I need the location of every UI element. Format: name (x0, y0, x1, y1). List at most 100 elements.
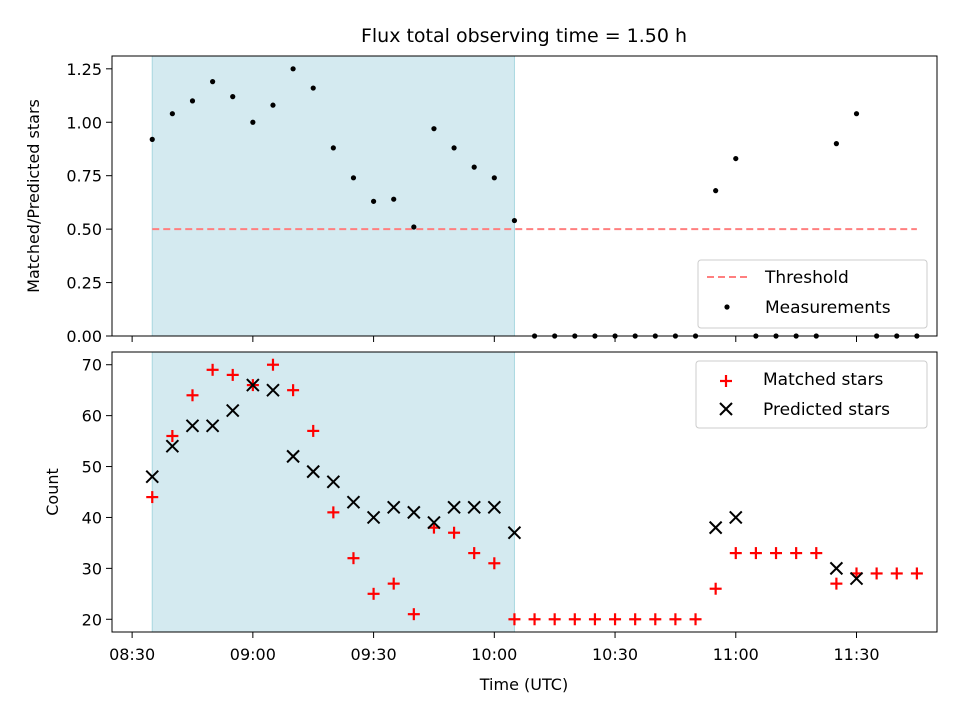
x-tick-label: 10:00 (471, 645, 517, 664)
matched-stars-point (870, 567, 883, 580)
measurement-point (330, 145, 336, 151)
predicted-stars-point (708, 520, 723, 535)
matched-stars-point (790, 547, 803, 560)
measurement-point (250, 119, 256, 125)
matched-stars-point (649, 613, 662, 626)
predicted-stars-point (286, 449, 300, 464)
matched-stars-point (629, 613, 642, 626)
predicted-legend-swatch (719, 402, 733, 416)
matched-stars-point (508, 613, 521, 626)
predicted-stars-point (145, 470, 159, 484)
observing-window-shade (151, 351, 515, 633)
count-panel: 20 30 40 50 60 70 08:30 09:00 09:30 10:00 10:30 11… (43, 351, 938, 694)
ratio-y-axis-label: Matched/Predicted stars (24, 99, 43, 293)
matched-stars-point (669, 613, 682, 626)
matched-stars-point (810, 547, 823, 560)
matched-stars-point (287, 384, 300, 397)
y-tick-label: 30 (82, 559, 102, 578)
measurement-point (290, 66, 296, 72)
matched-stars-point (588, 613, 601, 626)
chart-title: Flux total observing time = 1.50 h (361, 25, 687, 47)
x-tick: 09:00 (230, 632, 276, 664)
x-tick-label: 10:30 (592, 645, 638, 664)
ratio-panel: 0.00 0.25 0.50 0.75 1.00 1.25 Matched/Predict… (24, 55, 938, 346)
measurement-point (310, 85, 316, 91)
x-tick: 08:30 (109, 632, 155, 664)
matched-stars-point (186, 389, 199, 402)
measurement-point (391, 196, 397, 202)
matched-stars-point (327, 506, 340, 519)
measurement-point (451, 145, 457, 151)
x-tick: 09:30 (351, 632, 397, 664)
y-tick: 30 (82, 559, 112, 578)
measurement-point (713, 188, 719, 194)
measurement-point (471, 164, 477, 170)
ratio-legend: Threshold Measurements (697, 259, 928, 329)
predicted-stars-point (407, 505, 421, 520)
matched-stars-point (749, 547, 762, 560)
measurements-legend-swatch (724, 304, 730, 310)
measurements-legend-label: Measurements (765, 298, 891, 318)
x-tick-label: 09:00 (230, 645, 276, 664)
matched-stars-point (146, 491, 159, 504)
y-tick: 40 (82, 508, 112, 527)
measurement-point (431, 126, 437, 132)
ratio-x-ticks (131, 336, 858, 342)
predicted-stars-point (427, 515, 441, 530)
y-tick: 50 (82, 458, 112, 477)
y-tick-label: 60 (82, 407, 102, 426)
predicted-stars-point (387, 500, 401, 514)
y-tick-label: 70 (82, 356, 102, 375)
measurement-point (210, 79, 216, 85)
measurement-point (733, 155, 739, 162)
matched-stars-point (468, 547, 481, 560)
y-tick-label: 1.25 (66, 60, 102, 79)
measurement-point (149, 136, 155, 142)
matched-stars-point (347, 552, 360, 565)
y-tick: 0.25 (66, 274, 112, 293)
measurement-point (169, 111, 175, 117)
predicted-stars-point (467, 500, 481, 514)
matched-stars-point (568, 613, 581, 626)
matched-stars-point (266, 358, 279, 371)
predicted-stars-point (306, 464, 320, 479)
x-tick: 11:30 (833, 632, 880, 664)
measurement-point (230, 94, 236, 100)
y-tick: 1.00 (66, 113, 112, 132)
y-tick-label: 0.75 (66, 167, 102, 186)
matched-stars-point (448, 526, 461, 539)
y-tick-label: 0.00 (66, 327, 102, 346)
predicted-stars-point (729, 510, 743, 525)
matched-stars-point (548, 613, 561, 626)
x-tick-label: 11:00 (713, 645, 759, 664)
predicted-stars-point (346, 495, 361, 509)
predicted-stars-point (205, 419, 220, 433)
measurement-point (411, 224, 417, 230)
matched-legend-swatch (720, 375, 732, 387)
count-x-axis-label: Time (UTC) (479, 675, 568, 694)
count-y-axis-label: Count (43, 468, 62, 516)
predicted-stars-point (849, 571, 864, 586)
count-axes-frame (111, 351, 938, 633)
y-tick-label: 20 (82, 610, 102, 629)
matched-stars-point (890, 567, 903, 580)
measurement-point (511, 217, 518, 224)
measurement-point (370, 198, 377, 204)
measurement-point (350, 175, 357, 181)
y-tick-label: 40 (82, 508, 102, 527)
predicted-stars-point (165, 439, 180, 453)
matched-stars-point (226, 368, 239, 381)
observing-window-shade (151, 55, 515, 337)
count-y-ticks: 20 30 40 50 60 70 (82, 356, 112, 629)
y-tick: 0.50 (66, 220, 112, 239)
y-tick-label: 50 (82, 458, 102, 477)
predicted-stars-point (366, 510, 381, 525)
measurement-point (833, 141, 839, 147)
y-tick: 1.25 (66, 60, 112, 79)
y-tick: 0.00 (66, 327, 112, 346)
matched-stars-point (770, 547, 783, 560)
predicted-stars-point (507, 526, 522, 540)
matched-stars-point (830, 577, 843, 590)
measurement-point (270, 102, 276, 108)
